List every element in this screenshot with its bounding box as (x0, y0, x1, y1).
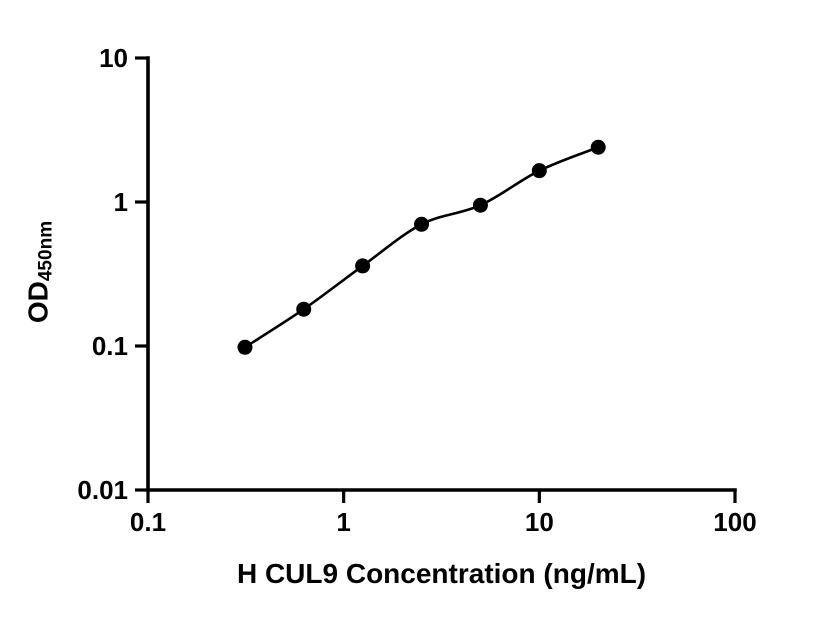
x-axis-title: H CUL9 Concentration (ng/mL) (236, 558, 647, 589)
x-tick-label: 1 (336, 507, 350, 537)
y-axis-title-main: OD (22, 281, 54, 324)
data-point (296, 301, 312, 317)
fit-curve (244, 146, 599, 349)
data-point (472, 197, 488, 213)
x-tick-label: 0.1 (130, 507, 166, 537)
y-axis-title-subscript: 450nm (35, 220, 57, 282)
data-point (237, 339, 253, 355)
y-axis-title: OD450nm (22, 221, 57, 323)
data-point (414, 216, 430, 232)
data-point (355, 258, 371, 274)
x-tick-label: 10 (525, 507, 554, 537)
y-tick-label: 1 (114, 187, 128, 217)
data-point (590, 139, 606, 155)
y-tick-label: 10 (99, 43, 128, 73)
y-tick-label: 0.01 (77, 475, 128, 505)
data-point (531, 163, 547, 179)
x-tick-label: 100 (713, 507, 756, 537)
y-tick-label: 0.1 (92, 331, 128, 361)
